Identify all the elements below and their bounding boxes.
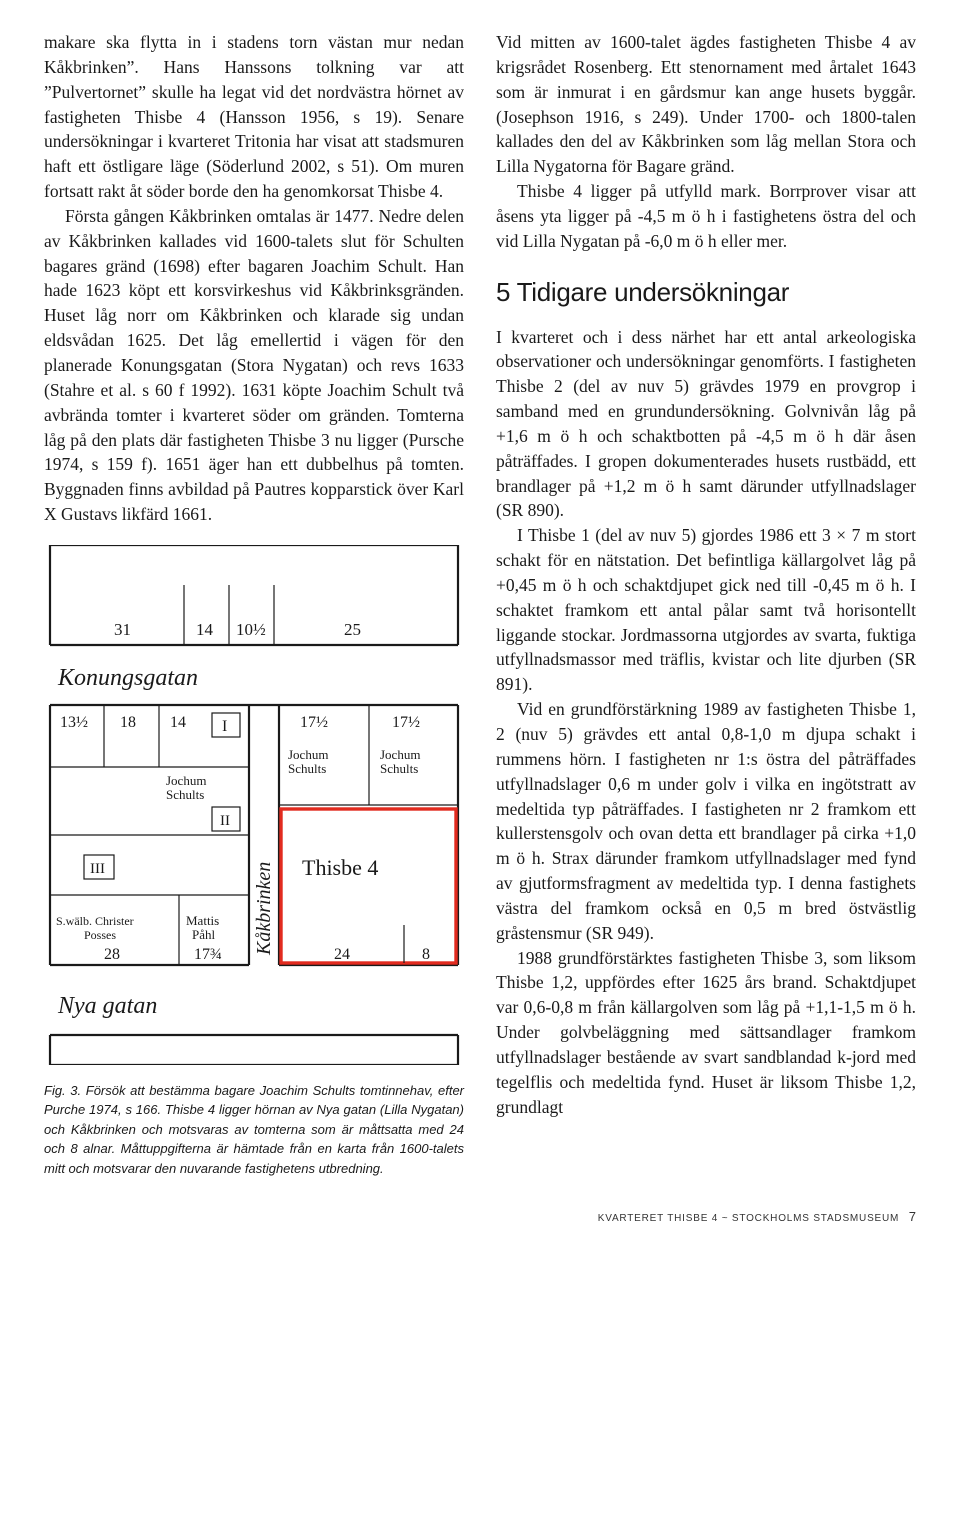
body-paragraph: Första gången Kåkbrinken omtalas är 1477… [44,204,464,527]
page-number: 7 [909,1209,916,1224]
roman-label: I [222,718,227,735]
plot-size: 13½ [60,714,88,731]
plot-size: 14 [196,620,214,639]
owner-label: JochumSchults [288,747,328,776]
street-label: Konungsgatan [57,665,198,691]
street-label: Kåkbrinken [253,862,275,956]
page-footer: KVARTERET THISBE 4 ~ STOCKHOLMS STADSMUS… [44,1208,916,1226]
right-column: Vid mitten av 1600-talet ägdes fastighet… [496,30,916,1178]
plot-size: 28 [104,946,120,963]
plot-size: 31 [114,620,131,639]
roman-label: II [220,813,230,829]
body-paragraph: I kvarteret och i dess närhet har ett an… [496,325,916,524]
thisbe-highlight-box [281,809,456,963]
owner-label: JochumSchults [380,747,420,776]
plot-size: 17¾ [194,946,222,963]
body-paragraph: 1988 grundförstärktes fastigheten Thisbe… [496,946,916,1120]
body-paragraph: I Thisbe 1 (del av nuv 5) gjordes 1986 e… [496,523,916,697]
plot-size: 25 [344,620,361,639]
footer-text: KVARTERET THISBE 4 ~ STOCKHOLMS STADSMUS… [598,1213,899,1224]
plot-size: 24 [334,946,350,963]
body-paragraph: Thisbe 4 ligger på utfylld mark. Borrpro… [496,179,916,254]
plot-size: 17½ [392,714,420,731]
owner-label: MattisPåhl [186,913,219,942]
body-paragraph: Vid mitten av 1600-talet ägdes fastighet… [496,30,916,179]
roman-label: III [90,861,105,877]
figure-caption: Fig. 3. Försök att bestämma bagare Joach… [44,1081,464,1179]
plot-size: 14 [170,714,186,731]
two-column-layout: makare ska flytta in i stadens torn väst… [44,30,916,1178]
plot-size: 10½ [236,620,266,639]
body-paragraph: Vid en grundförstärkning 1989 av fastigh… [496,697,916,945]
owner-label: JochumSchults [166,773,206,802]
body-paragraph: makare ska flytta in i stadens torn väst… [44,30,464,204]
plot-size: 18 [120,714,136,731]
thisbe-label: Thisbe 4 [302,855,378,880]
section-heading: 5 Tidigare undersökningar [496,274,916,311]
figure-map: Konungsgatan 31 14 10½ 25 Kåkbrinken [44,545,464,1065]
street-label: Nya gatan [57,993,157,1019]
plot-size: 17½ [300,714,328,731]
left-column: makare ska flytta in i stadens torn väst… [44,30,464,1178]
owner-label: S.wälb. ChristerPosses [56,914,134,942]
plot-size: 8 [422,946,430,963]
